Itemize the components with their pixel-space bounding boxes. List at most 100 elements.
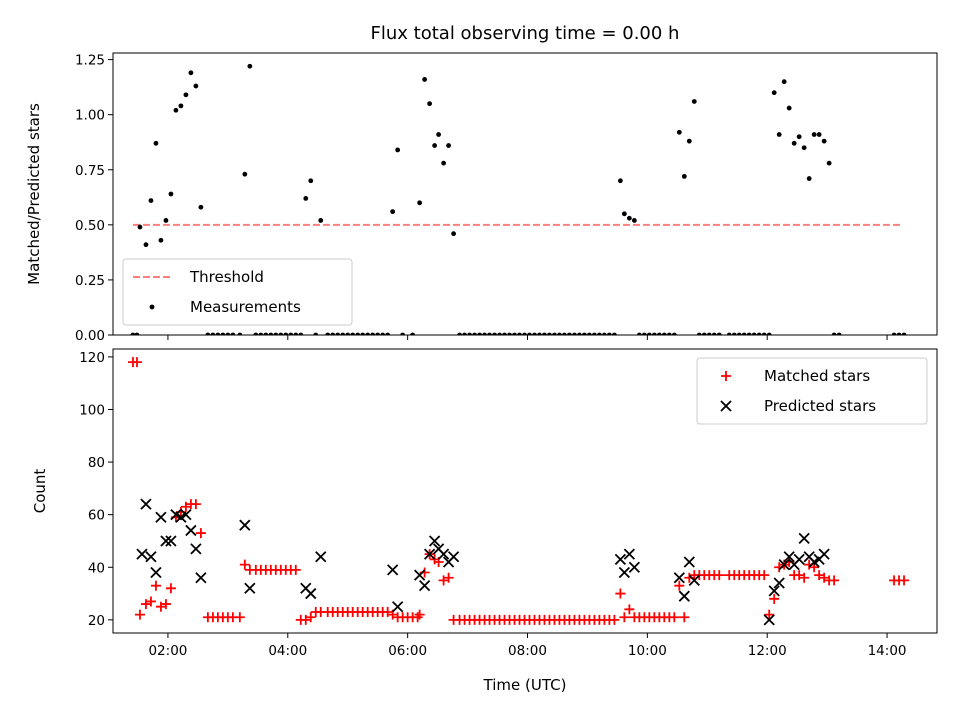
data-point bbox=[298, 332, 304, 335]
data-point bbox=[691, 99, 697, 104]
data-point bbox=[773, 577, 785, 589]
series-dot bbox=[130, 63, 907, 335]
data-point bbox=[148, 198, 154, 204]
data-point bbox=[145, 596, 156, 607]
data-point bbox=[669, 612, 680, 623]
data-point bbox=[237, 332, 243, 335]
data-point bbox=[562, 332, 567, 335]
data-point bbox=[140, 498, 152, 510]
data-point bbox=[567, 332, 572, 335]
data-point bbox=[751, 332, 757, 335]
data-point bbox=[163, 218, 169, 223]
data-point bbox=[592, 332, 597, 335]
axes-frame bbox=[112, 52, 938, 336]
data-point bbox=[756, 332, 762, 335]
data-point bbox=[242, 171, 248, 177]
data-point bbox=[661, 332, 667, 335]
data-point bbox=[532, 332, 537, 335]
data-point bbox=[636, 332, 642, 335]
x-tick-label: 02:00 bbox=[148, 643, 187, 659]
data-point bbox=[763, 614, 775, 626]
ratio-panel: 0.00 0.25 0.50 0.75 1.00 1.25 Matched/Predicte… bbox=[25, 52, 938, 344]
data-point bbox=[293, 332, 299, 335]
legend-label: Threshold bbox=[189, 268, 264, 286]
data-point bbox=[666, 332, 672, 335]
y-tick-label: 0.25 bbox=[75, 273, 105, 289]
data-point bbox=[602, 332, 607, 335]
data-point bbox=[303, 196, 309, 201]
data-point bbox=[507, 332, 512, 335]
data-point bbox=[443, 572, 454, 583]
data-point bbox=[390, 209, 396, 215]
data-point bbox=[587, 332, 592, 335]
data-point bbox=[205, 332, 211, 335]
data-point bbox=[611, 332, 617, 335]
data-point bbox=[624, 604, 635, 615]
legend-frame bbox=[696, 357, 928, 425]
data-point bbox=[318, 218, 324, 223]
data-point bbox=[615, 588, 626, 599]
y-tick-label: 120 bbox=[79, 350, 105, 366]
data-point bbox=[305, 587, 317, 600]
legend-label: Measurements bbox=[190, 298, 301, 316]
data-point bbox=[619, 612, 630, 623]
y-axis-title: Matched/Predicted stars bbox=[25, 103, 43, 285]
data-point bbox=[195, 572, 207, 584]
data-point bbox=[641, 332, 647, 335]
y-tick-label: 0.50 bbox=[75, 218, 105, 234]
data-point bbox=[901, 332, 907, 335]
data-point bbox=[798, 532, 810, 544]
data-point bbox=[646, 332, 652, 335]
data-point bbox=[522, 332, 527, 335]
data-point bbox=[502, 332, 507, 335]
x-tick-label: 10:00 bbox=[628, 643, 667, 659]
data-point bbox=[313, 332, 319, 335]
legend-marker-x bbox=[720, 400, 732, 412]
data-point bbox=[239, 519, 251, 531]
data-point bbox=[230, 332, 236, 335]
y-tick-label: 0.75 bbox=[75, 163, 105, 179]
data-point bbox=[623, 548, 636, 560]
data-point bbox=[836, 332, 842, 335]
data-point bbox=[676, 129, 682, 135]
legend-marker-dot bbox=[149, 304, 155, 310]
data-point bbox=[210, 332, 216, 335]
data-point bbox=[736, 332, 742, 335]
data-point bbox=[422, 77, 428, 82]
data-point bbox=[345, 332, 351, 335]
data-point bbox=[482, 332, 487, 335]
data-point bbox=[547, 332, 552, 335]
data-point bbox=[457, 332, 462, 335]
data-point bbox=[234, 612, 245, 623]
data-point bbox=[437, 548, 450, 560]
data-point bbox=[290, 564, 301, 575]
data-point bbox=[552, 332, 557, 335]
data-point bbox=[542, 332, 547, 335]
data-point bbox=[818, 548, 830, 560]
data-point bbox=[786, 105, 792, 111]
data-point bbox=[701, 332, 707, 335]
data-point bbox=[247, 63, 253, 69]
data-point bbox=[278, 332, 284, 335]
data-point bbox=[688, 574, 700, 587]
x-tick-label: 08:00 bbox=[508, 643, 547, 659]
data-point bbox=[577, 332, 582, 335]
data-point bbox=[746, 332, 752, 335]
data-point bbox=[413, 569, 426, 581]
data-point bbox=[686, 138, 692, 144]
data-point bbox=[410, 332, 416, 335]
data-point bbox=[628, 561, 641, 573]
data-point bbox=[375, 332, 381, 335]
data-point bbox=[793, 553, 805, 566]
data-point bbox=[160, 535, 172, 547]
data-point bbox=[283, 332, 289, 335]
data-point bbox=[365, 332, 371, 335]
data-point bbox=[198, 204, 204, 210]
data-point bbox=[173, 107, 179, 113]
data-point bbox=[423, 548, 436, 560]
data-point bbox=[683, 556, 695, 568]
data-point bbox=[225, 332, 231, 335]
data-point bbox=[165, 583, 176, 594]
data-point bbox=[188, 70, 194, 76]
